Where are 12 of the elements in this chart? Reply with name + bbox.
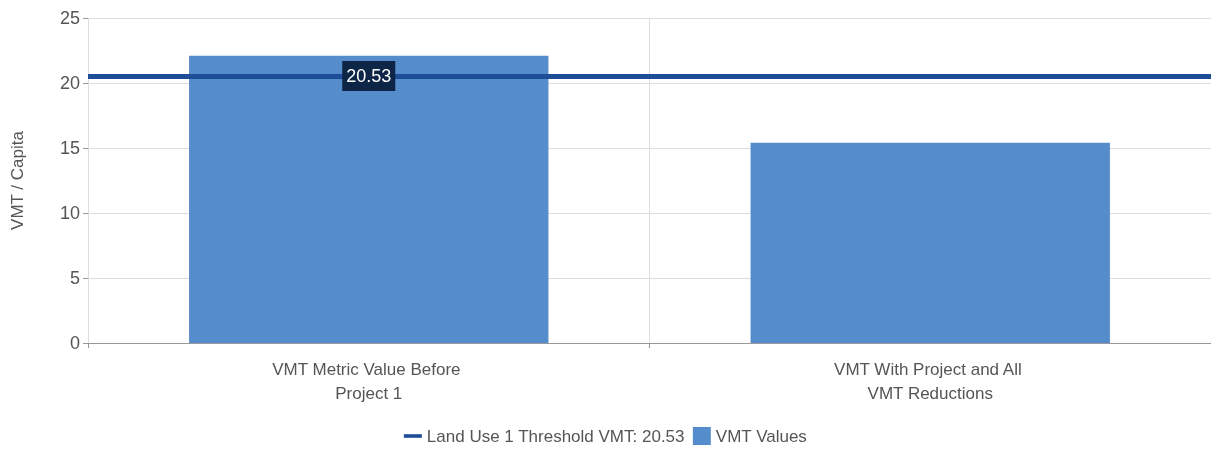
x-tick-label: VMT Metric Value Before Project 1: [272, 359, 466, 403]
y-tick-label: 5: [69, 268, 80, 288]
legend-label: Land Use 1 Threshold VMT: 20.53: [426, 426, 685, 446]
y-tick-label: 25: [59, 8, 80, 28]
y-tick-label: 10: [59, 203, 80, 223]
y-axis-title: VMT / Capita: [8, 130, 27, 230]
x-tick-label: VMT With Project and All VMT Reductions: [834, 359, 1027, 403]
y-tick-label: 15: [59, 138, 80, 158]
y-tick-label: 0: [69, 333, 80, 353]
annotation: 20.53: [346, 66, 392, 87]
y-tick-label: 20: [59, 73, 80, 93]
legend-label: VMT Values: [715, 426, 807, 446]
